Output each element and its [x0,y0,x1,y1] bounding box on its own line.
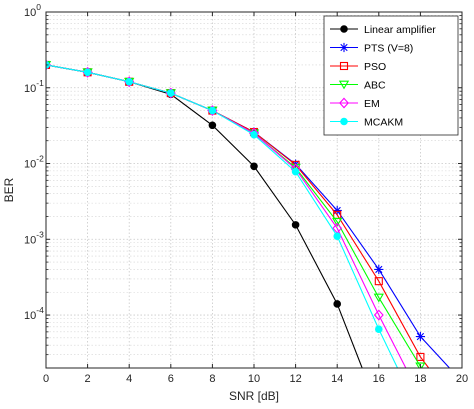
data-point-pts-v-8 [415,331,426,342]
legend-swatch-marker [340,25,348,33]
data-point-abc [415,362,426,368]
x-tick-label: 18 [414,373,426,385]
data-point-mcakm [167,89,175,97]
y-axis-label: BER [2,177,16,202]
data-point-mcakm [375,325,383,334]
data-point-em [373,309,384,321]
series-layer [46,59,450,368]
legend-item-abc: ABC [330,79,386,91]
y-tick-label: 10-3 [24,229,44,246]
x-tick-label: 8 [209,373,215,385]
data-point-mcakm [208,106,217,115]
y-tick-label: 100 [24,2,41,19]
legend-item-linear-amplifier: Linear amplifier [330,24,436,36]
x-tick-label: 16 [373,373,385,385]
series-line-mcakm [46,64,399,368]
x-tick-label: 20 [456,373,468,385]
legend-label: Linear amplifier [364,24,436,36]
legend-label: ABC [364,79,386,91]
y-tick-label: 10-4 [24,305,44,322]
data-point-mcakm [333,232,342,240]
y-tick-label: 10-2 [24,154,44,171]
legend-item-mcakm: MCAKM [330,116,403,128]
x-tick-label: 0 [43,373,49,385]
legend-label: MCAKM [364,116,403,128]
asterisk-stroke [375,265,383,274]
legend-item-em: EM [330,97,380,110]
asterisk-stroke [416,332,425,341]
legend-swatch-marker [339,42,349,53]
data-point-pts-v-8 [374,264,384,275]
data-point-pso [416,352,425,361]
data-point-linear-amplifier [250,162,258,171]
legend: Linear amplifier PTS (V=8) PSO ABC EM MCAKM [323,15,459,136]
data-point-linear-amplifier [208,121,217,130]
series-mcakm [46,61,399,368]
legend-swatch-marker [338,80,350,90]
data-point-mcakm [291,167,300,176]
y-tick-label: 10-1 [24,78,44,95]
legend-swatch-marker [340,117,348,126]
legend-label: EM [364,98,380,110]
legend-label: PTS (V=8) [364,42,413,54]
y-axis-ticks: 100 10-1 10-2 10-3 10-4 [24,2,462,369]
data-point-mcakm [125,77,133,86]
data-point-pso [374,277,383,286]
legend-item-pso: PSO [330,61,386,73]
data-point-mcakm [250,130,258,139]
data-point-linear-amplifier [291,221,300,229]
data-point-abc [332,217,343,227]
legend-box [323,15,459,136]
data-point-linear-amplifier [333,300,342,308]
data-point-mcakm [83,68,92,77]
legend-swatch-marker [339,61,349,71]
data-point-abc [373,293,384,303]
x-tick-label: 2 [85,373,91,385]
x-axis-ticks: 0 2 4 6 8 10 12 14 16 18 20 [43,12,468,385]
x-axis-label: SNR [dB] [229,389,279,403]
x-tick-label: 12 [289,373,301,385]
x-tick-label: 4 [126,373,132,385]
legend-item-pts-v-8: PTS (V=8) [330,42,413,54]
x-tick-label: 10 [248,373,260,385]
asterisk-stroke [340,43,348,52]
legend-swatch-marker [339,97,349,109]
legend-label: PSO [364,61,386,73]
x-tick-label: 14 [331,373,343,385]
x-tick-label: 6 [168,373,174,385]
